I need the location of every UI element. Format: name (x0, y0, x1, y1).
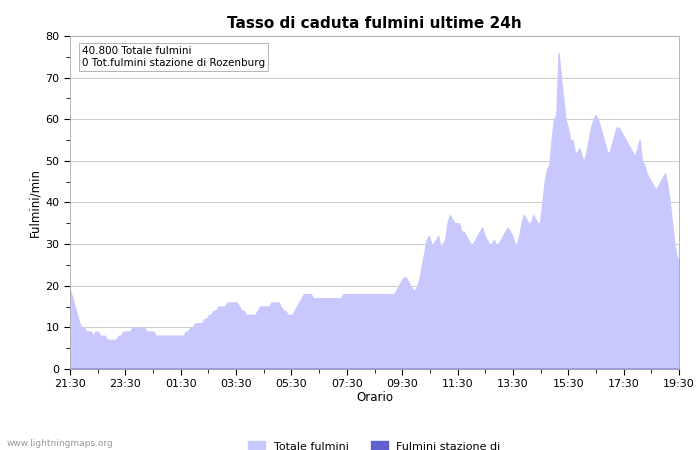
Text: www.lightningmaps.org: www.lightningmaps.org (7, 439, 113, 448)
X-axis label: Orario: Orario (356, 391, 393, 404)
Legend: Totale fulmini, Fulmini stazione di: Totale fulmini, Fulmini stazione di (244, 437, 505, 450)
Y-axis label: Fulmini/min: Fulmini/min (28, 168, 41, 237)
Title: Tasso di caduta fulmini ultime 24h: Tasso di caduta fulmini ultime 24h (227, 16, 522, 31)
Text: 40.800 Totale fulmini
0 Tot.fulmini stazione di Rozenburg: 40.800 Totale fulmini 0 Tot.fulmini staz… (82, 46, 265, 68)
